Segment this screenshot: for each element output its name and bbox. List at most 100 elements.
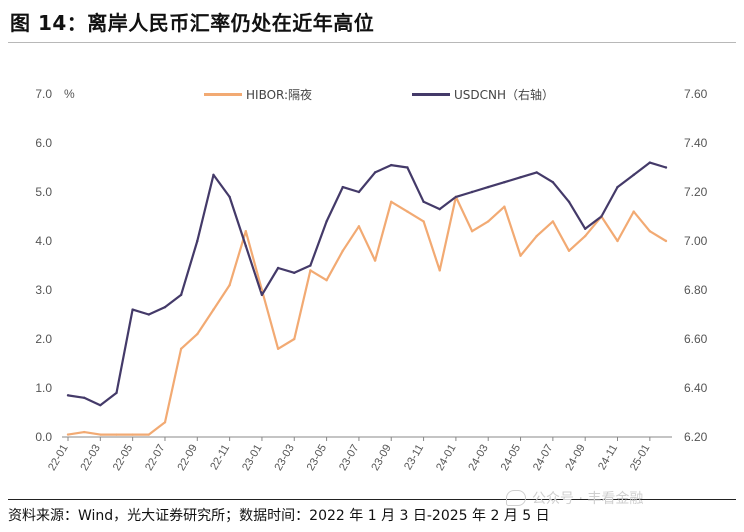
usdcnh-data-point: [357, 190, 361, 194]
usdcnh-data-point: [276, 266, 280, 270]
hibor-data-point: [163, 421, 167, 424]
usdcnh-data-point: [503, 181, 506, 184]
hibor-data-point: [147, 433, 151, 436]
hibor-data-point: [82, 430, 86, 434]
y-left-unit-label: %: [64, 87, 75, 101]
usdcnh-data-point: [470, 190, 474, 194]
usdcnh-data-point: [325, 220, 328, 223]
hibor-data-point: [583, 234, 587, 238]
usdcnh-data-point: [147, 313, 151, 316]
x-tick-label: 23-01: [240, 443, 264, 473]
usdcnh-data-point: [583, 227, 587, 230]
usdcnh-data-point: [648, 161, 652, 164]
x-tick-label: 24-11: [596, 443, 620, 473]
legend-swatch-hibor: [204, 93, 242, 96]
x-tick-label: 24-01: [434, 443, 458, 473]
usdcnh-data-point: [66, 394, 70, 397]
usdcnh-data-point: [487, 185, 490, 189]
hibor-data-point: [66, 433, 70, 436]
hibor-data-point: [179, 347, 183, 350]
source-divider: [8, 499, 736, 500]
hibor-data-point: [390, 200, 393, 203]
hibor-data-point: [341, 249, 344, 252]
x-tick-label: 23-07: [337, 443, 361, 473]
y-left-tick-label: 5.0: [35, 185, 52, 199]
y-right-tick-label: 6.40: [684, 381, 708, 395]
usdcnh-data-point: [212, 173, 215, 177]
y-left-tick-label: 1.0: [35, 381, 52, 395]
chart-area: 0.0 1.0 2.0 3.0 4.0 5.0 6.0 7.0% 6.20 6.40 6.60 6.8…: [0, 50, 744, 497]
hibor-data-point: [664, 239, 668, 243]
x-tick-label: 25-01: [628, 443, 652, 473]
legend-label-hibor: HIBOR:隔夜: [246, 88, 313, 102]
usdcnh-data-point: [600, 215, 603, 218]
x-tick-label: 22-01: [46, 443, 70, 473]
legend-item-hibor: HIBOR:隔夜: [204, 86, 312, 103]
usdcnh-data-point: [454, 195, 458, 199]
hibor-data-point: [228, 283, 231, 287]
hibor-data-point: [487, 220, 490, 223]
hibor-data-point: [276, 347, 280, 350]
hibor-data-point: [519, 254, 522, 257]
x-tick-label: 24-07: [531, 443, 555, 473]
usdcnh-data-point: [309, 264, 312, 267]
x-tick-label: 22-11: [208, 443, 232, 473]
usdcnh-data-point: [406, 166, 409, 169]
figure-title: 图 14：离岸人民币汇率仍处在近年高位: [10, 11, 375, 35]
hibor-data-point: [293, 337, 296, 341]
x-tick-label: 22-09: [175, 443, 199, 473]
hibor-data-point: [373, 259, 377, 262]
usdcnh-data-point: [131, 308, 134, 311]
watermark-text: 公众号 · 丰看金融: [532, 491, 644, 507]
y-left-tick-label: 7.0: [35, 87, 52, 101]
usdcnh-data-point: [567, 200, 571, 203]
y-right-tick-label: 6.80: [684, 283, 708, 297]
hibor-data-point: [616, 239, 619, 243]
hibor-data-point: [551, 220, 555, 223]
x-tick-label: 22-05: [111, 443, 135, 473]
watermark: 公众号 · 丰看金融: [506, 488, 643, 508]
hibor-data-point: [422, 220, 425, 223]
hibor-data-point: [244, 230, 247, 233]
usdcnh-data-point: [664, 166, 668, 169]
usdcnh-data-point: [438, 207, 441, 211]
hibor-data-point: [406, 210, 409, 213]
hibor-data-point: [503, 205, 506, 208]
usdcnh-data-point: [373, 171, 377, 174]
usdcnh-data-point: [616, 185, 619, 189]
usdcnh-data-point: [163, 305, 167, 309]
y-left-tick-label: 2.0: [35, 332, 52, 346]
hibor-data-point: [196, 332, 199, 336]
x-tick-label: 23-11: [402, 443, 426, 473]
legend-swatch-usdcnh: [412, 93, 450, 96]
dual-axis-line-chart: 0.0 1.0 2.0 3.0 4.0 5.0 6.0 7.0 % 6.20 6.40 6.60 6.8…: [35, 87, 708, 473]
y-right-tick-label: 6.20: [684, 430, 708, 444]
usdcnh-data-point: [115, 391, 118, 395]
legend-item-usdcnh: USDCNH（右轴）: [412, 86, 554, 103]
y-left-tick-label: 6.0: [35, 136, 52, 150]
usdcnh-data-point: [519, 176, 522, 179]
y-right-tick-label: 7.00: [684, 234, 708, 248]
hibor-data-point: [260, 288, 264, 292]
usdcnh-data-point: [244, 244, 247, 248]
x-tick-label: 23-03: [272, 443, 296, 473]
x-tick-label: 22-03: [78, 443, 102, 473]
usdcnh-data-point: [341, 185, 344, 189]
usdcnh-data-point: [390, 163, 393, 167]
hibor-data-point: [438, 269, 441, 272]
y-left-tick-label: 4.0: [35, 234, 52, 248]
y-right-tick-label: 7.40: [684, 136, 708, 150]
hibor-data-point: [648, 230, 652, 233]
y-left-tick-label: 0.0: [35, 430, 52, 444]
usdcnh-data-point: [82, 396, 86, 399]
y-left-tick-label: 3.0: [35, 283, 52, 297]
hibor-data-point: [99, 433, 102, 436]
hibor-series-line: [67, 195, 667, 436]
y-right-tick-label: 7.20: [684, 185, 708, 199]
legend-label-usdcnh: USDCNH（右轴）: [454, 88, 555, 102]
hibor-data-point: [212, 308, 215, 311]
x-tick-label: 24-03: [466, 442, 490, 472]
usdcnh-data-point: [196, 239, 199, 243]
hibor-data-point: [309, 269, 312, 272]
x-tick-label: 24-09: [563, 443, 587, 473]
